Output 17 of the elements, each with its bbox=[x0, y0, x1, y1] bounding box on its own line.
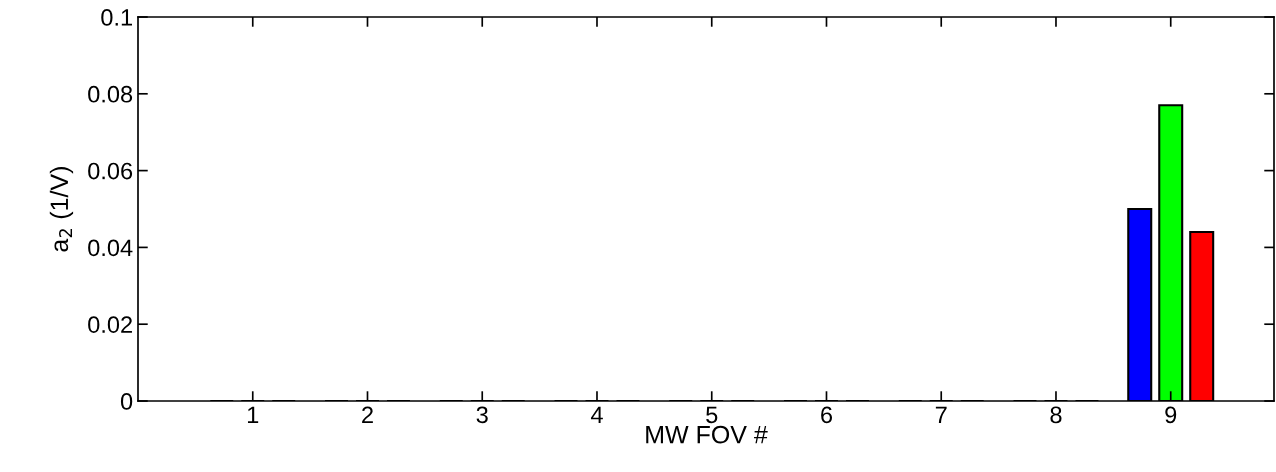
x-tick-label: 3 bbox=[476, 406, 488, 424]
x-tick-label: 5 bbox=[706, 406, 718, 424]
x-tick-label: 8 bbox=[1050, 406, 1062, 424]
y-tick-label: 0.1 bbox=[101, 9, 132, 26]
y-tick-label: 0.06 bbox=[88, 162, 133, 180]
y-tick-label: 0 bbox=[120, 393, 133, 410]
x-tick-label: 4 bbox=[590, 406, 603, 423]
y-tick-label: 0.04 bbox=[88, 239, 133, 257]
y-tick-label: 0.08 bbox=[88, 85, 133, 103]
x-tick-label: 1 bbox=[247, 406, 259, 423]
x-tick-label: 9 bbox=[1165, 406, 1177, 424]
x-tick-label: 2 bbox=[362, 406, 373, 423]
x-tick-label: 7 bbox=[935, 406, 947, 423]
y-axis-title: a$_{2}$ (1/V) bbox=[49, 167, 74, 252]
y-tick-label: 0.02 bbox=[88, 316, 132, 333]
x-tick-label: 6 bbox=[821, 406, 833, 424]
x-axis-title: MW FOV # bbox=[646, 425, 768, 444]
